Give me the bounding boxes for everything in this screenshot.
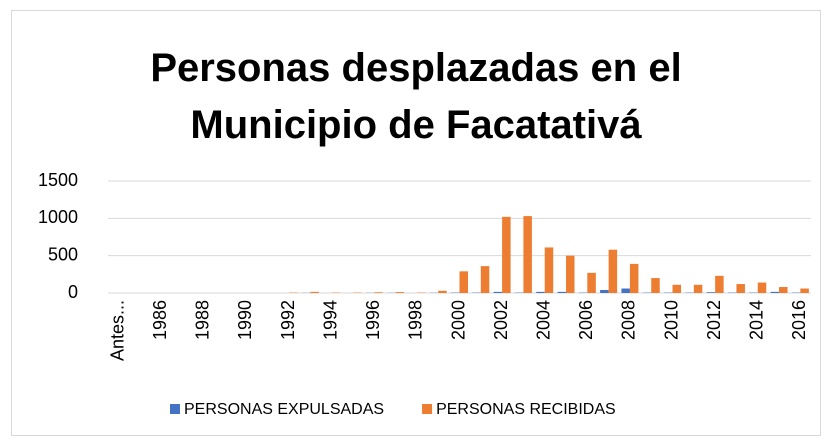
x-tick-label: 2012 xyxy=(704,300,724,340)
bar xyxy=(757,282,767,293)
x-tick-label: 2016 xyxy=(789,300,809,340)
bar xyxy=(621,288,630,293)
bar xyxy=(310,291,319,293)
bar xyxy=(629,263,639,293)
legend-label: PERSONAS RECIBIDAS xyxy=(436,401,616,418)
x-tick-label: Antes... xyxy=(107,300,127,361)
bar xyxy=(672,284,682,293)
bar xyxy=(557,291,567,293)
bar xyxy=(587,272,596,293)
bar xyxy=(706,292,716,293)
legend-label: PERSONAS EXPULSADAS xyxy=(184,401,384,418)
x-tick-label: 2010 xyxy=(661,300,681,340)
bar xyxy=(493,291,503,293)
bar xyxy=(374,292,383,293)
x-tick-label: 2004 xyxy=(533,300,553,340)
x-tick-label: 2006 xyxy=(576,300,596,340)
bar xyxy=(779,287,788,293)
bar xyxy=(736,284,745,293)
bar xyxy=(438,290,447,293)
x-tick-label: 2000 xyxy=(448,300,468,340)
x-tick-label: 1996 xyxy=(363,300,383,340)
bar xyxy=(395,292,405,293)
bar xyxy=(536,291,545,293)
y-tick-label: 500 xyxy=(48,244,78,264)
bar xyxy=(651,278,660,293)
x-tick-label: 1986 xyxy=(150,300,170,340)
bar xyxy=(502,216,511,293)
bar xyxy=(770,291,780,293)
chart-title: Personas desplazadas en el Municipio de … xyxy=(150,46,682,147)
legend-swatch xyxy=(170,404,180,414)
bar xyxy=(480,266,490,293)
bar xyxy=(544,247,554,293)
x-tick-label: 2008 xyxy=(619,300,639,340)
x-tick-label: 1988 xyxy=(193,300,213,340)
bar xyxy=(566,255,575,293)
chart-frame xyxy=(11,10,821,436)
x-tick-label: 1992 xyxy=(278,300,298,340)
y-tick-label: 0 xyxy=(68,282,78,302)
bar xyxy=(600,290,609,293)
bar xyxy=(715,275,724,293)
bar xyxy=(523,216,532,293)
x-tick-label: 1998 xyxy=(406,300,426,340)
x-tick-label: 1990 xyxy=(235,300,255,340)
x-tick-label: 2014 xyxy=(746,300,766,340)
bar xyxy=(800,288,809,293)
legend-swatch xyxy=(422,404,433,414)
x-tick-label: 1994 xyxy=(320,300,340,340)
bar xyxy=(693,284,703,293)
x-tick-label: 2002 xyxy=(491,300,511,340)
y-tick-label: 1000 xyxy=(38,207,78,227)
bar xyxy=(459,271,468,293)
y-tick-label: 1500 xyxy=(38,170,78,190)
bar xyxy=(608,249,618,293)
